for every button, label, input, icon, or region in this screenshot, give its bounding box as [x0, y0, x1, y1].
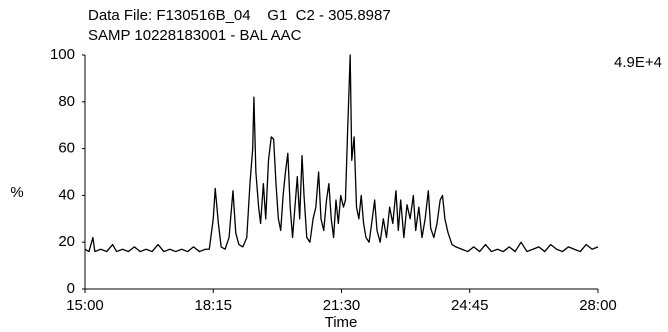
y-axis-label: % — [10, 184, 23, 201]
trace-line — [84, 54, 599, 253]
y-tick-label: 60 — [58, 140, 75, 157]
x-tick-label: 18:15 — [194, 297, 232, 314]
y-tick-label: 80 — [58, 93, 75, 110]
x-axis-label: Time — [325, 314, 358, 331]
y-tick-label: 100 — [50, 46, 75, 63]
intensity-annotation: 4.9E+4 — [614, 54, 662, 71]
y-tick-label: 20 — [58, 233, 75, 250]
y-tick-label: 0 — [67, 280, 75, 297]
x-tick-label: 21:30 — [323, 297, 361, 314]
x-tick-label: 28:00 — [579, 297, 617, 314]
chart-title: Data File: F130516B_04 G1 C2 - 305.8987 — [88, 7, 391, 24]
x-tick-label: 15:00 — [66, 297, 104, 314]
x-tick-label: 24:45 — [451, 297, 489, 314]
y-tick-label: 40 — [58, 186, 75, 203]
chart-subtitle: SAMP 10228183001 - BAL AAC — [88, 27, 302, 44]
